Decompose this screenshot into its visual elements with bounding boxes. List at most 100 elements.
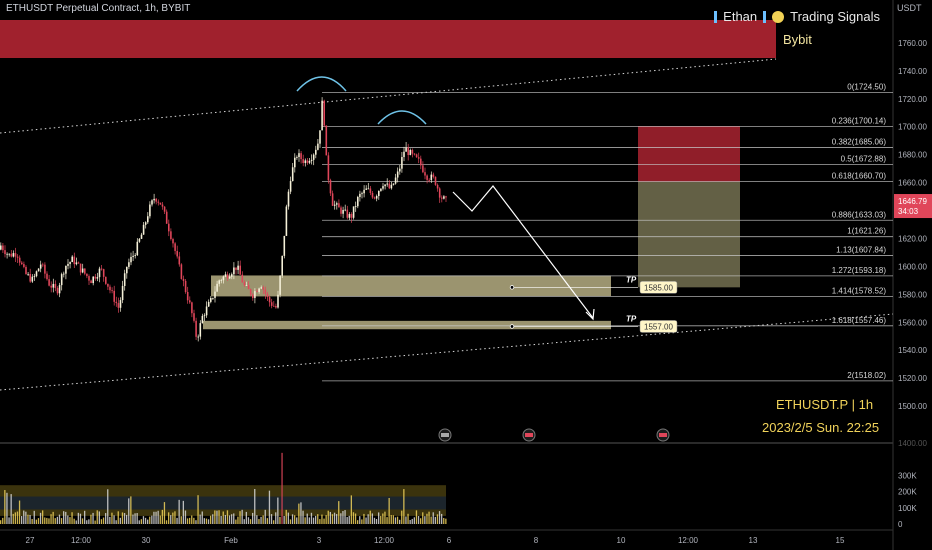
- volume-bar: [222, 511, 224, 524]
- fib-label: 2(1518.02): [847, 371, 886, 380]
- volume-bar: [399, 519, 401, 524]
- volume-bar: [302, 510, 304, 524]
- candle-body: [115, 301, 118, 304]
- volume-bar: [136, 513, 138, 524]
- candle-body: [170, 231, 172, 239]
- candle-body: [373, 197, 376, 199]
- candle-body: [382, 186, 384, 189]
- volume-bar: [430, 516, 432, 524]
- candle-body: [149, 204, 151, 217]
- candle-body: [2, 245, 4, 251]
- candle-body: [228, 276, 231, 279]
- candle-body: [235, 267, 237, 270]
- volume-bar: [6, 492, 8, 524]
- price-tick-label: 1680.00: [898, 151, 927, 160]
- candle-body: [132, 255, 134, 257]
- candle-body: [264, 289, 267, 294]
- candle-body: [197, 336, 199, 338]
- volume-bar: [117, 511, 119, 524]
- candle-body: [434, 176, 437, 185]
- candle-body: [126, 266, 128, 274]
- volume-bar: [134, 513, 136, 524]
- volume-bar: [346, 517, 348, 524]
- volume-bar: [157, 510, 159, 524]
- volume-bar: [203, 518, 205, 524]
- candle-body: [310, 159, 313, 161]
- volume-bar: [298, 503, 300, 524]
- volume-tick-label: 0: [898, 520, 903, 529]
- volume-bar: [233, 513, 235, 524]
- tp-price-box: [639, 281, 678, 294]
- price-tick-label: 1700.00: [898, 123, 927, 132]
- fib-label: 1.272(1593.18): [832, 266, 887, 275]
- candle-body: [189, 300, 191, 303]
- candle-body: [121, 285, 124, 301]
- volume-bar: [283, 515, 285, 524]
- candle-body: [411, 150, 414, 154]
- volume-bar: [428, 511, 430, 524]
- candle-body: [367, 188, 370, 190]
- volume-bar: [84, 510, 86, 524]
- candle-body: [79, 263, 82, 273]
- volume-bar: [331, 514, 334, 524]
- volume-bar: [86, 520, 88, 524]
- volume-bar: [195, 520, 197, 524]
- candle-body: [241, 274, 244, 283]
- volume-bar: [243, 519, 245, 524]
- volume-bar: [25, 511, 27, 524]
- candle-body: [165, 211, 168, 224]
- volume-bar: [329, 511, 331, 524]
- candle-body: [16, 256, 19, 258]
- volume-bar: [193, 517, 195, 524]
- time-tick-label: Feb: [224, 536, 238, 545]
- candle-body: [243, 282, 246, 286]
- volume-bar: [205, 518, 208, 524]
- volume-bar: [287, 512, 289, 524]
- volume-bar: [384, 511, 386, 524]
- volume-bar: [413, 517, 415, 524]
- volume-bar: [323, 518, 325, 524]
- volume-bar: [258, 519, 260, 524]
- candle-body: [390, 184, 393, 189]
- tp-anchor: [509, 324, 515, 329]
- volume-bar: [52, 511, 54, 524]
- volume-bar: [262, 515, 264, 524]
- volume-bar: [170, 515, 172, 524]
- volume-bar: [77, 512, 79, 524]
- price-tick-label: 1400.00: [898, 439, 927, 448]
- volume-bar: [350, 495, 352, 524]
- candle-body: [445, 196, 447, 198]
- candle-body: [60, 274, 63, 286]
- volume-bar: [18, 500, 21, 524]
- fib-label: 1(1621.26): [847, 227, 886, 236]
- fib-label: 0.886(1633.03): [832, 210, 887, 219]
- volume-bars: [0, 452, 447, 524]
- volume-bar: [212, 514, 214, 524]
- candle-body: [392, 183, 395, 185]
- candle-body: [281, 255, 283, 276]
- volume-bar: [422, 512, 424, 524]
- candle-body: [294, 157, 296, 168]
- candle-body: [46, 273, 48, 280]
- candle-body: [218, 280, 220, 284]
- demand-zone-lower: [203, 320, 611, 330]
- candle-body: [319, 130, 321, 144]
- candle-body: [178, 256, 181, 265]
- symbol-title: ETHUSDT Perpetual Contract, 1h, BYBIT: [6, 3, 191, 14]
- volume-bar: [415, 510, 418, 524]
- candle-body: [287, 191, 290, 207]
- volume-bar: [128, 498, 130, 524]
- candle-body: [35, 271, 38, 277]
- projection-path: [452, 185, 594, 319]
- sun-icon: [772, 10, 785, 23]
- candle-body: [155, 198, 157, 202]
- candle-body: [254, 291, 256, 299]
- volume-bar: [58, 514, 61, 524]
- volume-bar: [8, 517, 10, 524]
- candle-body: [438, 188, 441, 198]
- volume-bar: [405, 516, 407, 524]
- candle-body: [273, 305, 275, 307]
- candle-body: [174, 243, 176, 251]
- candle-body: [14, 253, 17, 257]
